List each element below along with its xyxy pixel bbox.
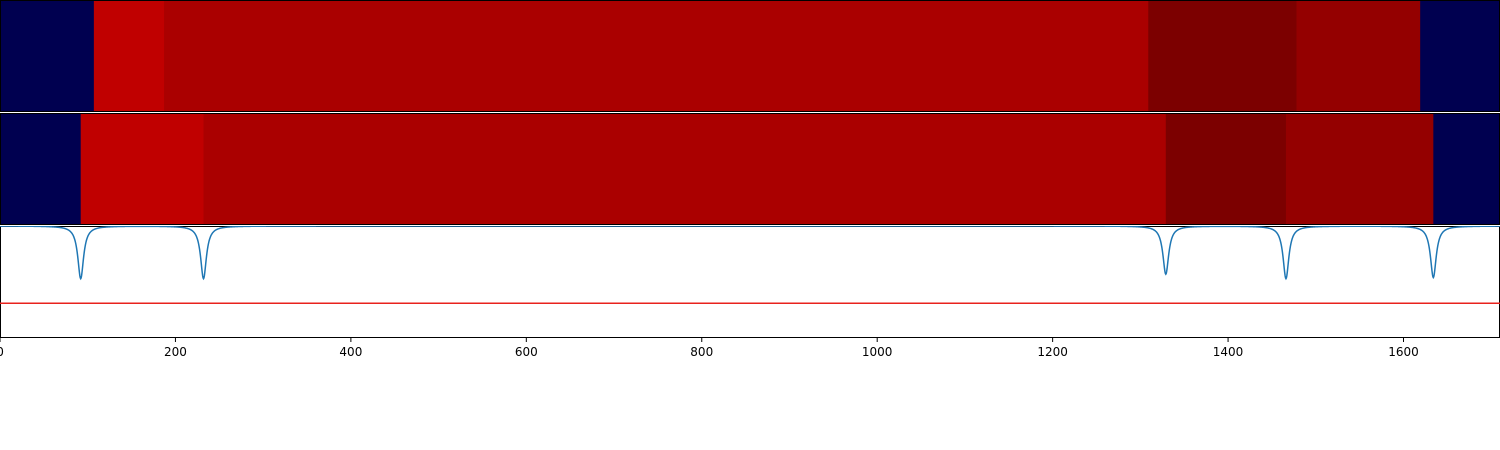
segment-background-0 — [0, 113, 82, 225]
x-tick-label: 200 — [164, 345, 187, 359]
x-tick-label: 1200 — [1037, 345, 1068, 359]
x-tick-label: 600 — [515, 345, 538, 359]
segmentation-panel-bottom — [0, 113, 1500, 225]
x-tick-label: 1000 — [862, 345, 893, 359]
x-tick-label: 0 — [0, 345, 4, 359]
segment-level_2-2 — [164, 0, 1149, 112]
segment-level_1-1 — [80, 113, 205, 225]
boundary-curve-panel — [0, 226, 1500, 338]
segment-level_4-4 — [1296, 0, 1421, 112]
segment-level_3-3 — [1148, 0, 1297, 112]
segment-background-0 — [0, 0, 95, 112]
x-tick-label: 1600 — [1388, 345, 1419, 359]
segment-level_4-4 — [1285, 113, 1434, 225]
segment-level_1-1 — [93, 0, 165, 112]
segment-background-5 — [1433, 113, 1500, 225]
segment-level_2-2 — [203, 113, 1167, 225]
segment-level_3-3 — [1165, 113, 1287, 225]
boundary-curve-line — [0, 226, 1500, 281]
x-tick-label: 1400 — [1213, 345, 1244, 359]
x-tick-label: 400 — [339, 345, 362, 359]
segment-background-5 — [1420, 0, 1500, 112]
x-axis: 0 200 400 600 800 1000 1200 1400 1600 — [0, 338, 1419, 359]
panel-frame — [0, 226, 1500, 338]
segmentation-panel-top — [0, 0, 1500, 112]
x-tick-label: 800 — [690, 345, 713, 359]
